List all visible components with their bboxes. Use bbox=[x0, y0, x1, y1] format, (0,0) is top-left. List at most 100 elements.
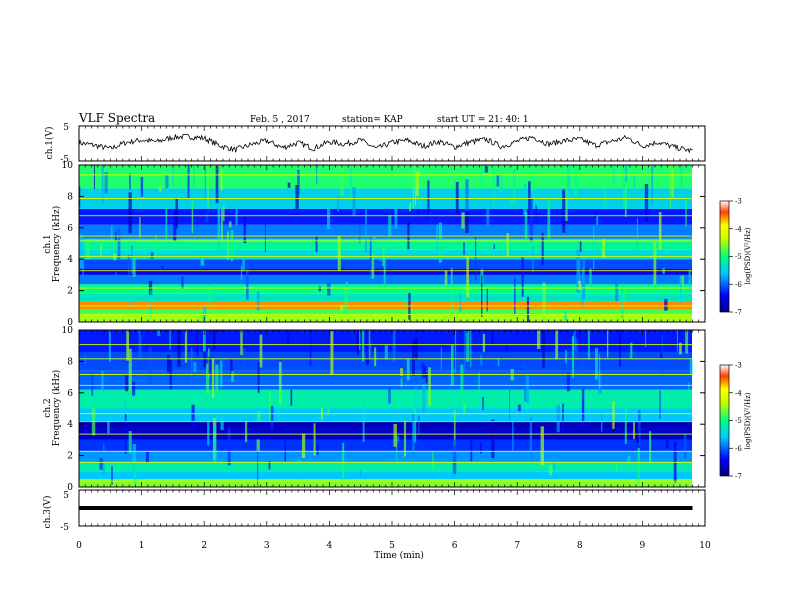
spec-streak bbox=[257, 362, 260, 393]
spec-ytick-label: 2 bbox=[67, 287, 73, 297]
spec-streak bbox=[350, 167, 353, 202]
spec-streak bbox=[464, 330, 466, 372]
spec-streak bbox=[482, 333, 486, 352]
x-tick-label: 0 bbox=[76, 541, 82, 551]
x-tick-label: 2 bbox=[201, 541, 207, 551]
spec-streak bbox=[531, 171, 533, 192]
spec-streak bbox=[371, 253, 375, 279]
spec-streak bbox=[345, 281, 348, 289]
spec-streak bbox=[257, 411, 261, 421]
spec-streak bbox=[653, 242, 657, 285]
x-tick-label: 6 bbox=[452, 541, 458, 551]
spec-streak bbox=[455, 181, 459, 214]
spec-streak bbox=[423, 366, 427, 378]
spec-streak bbox=[240, 265, 243, 280]
spec-streak bbox=[581, 358, 583, 381]
spec-streak bbox=[342, 442, 345, 481]
x-tick-label: 10 bbox=[699, 541, 711, 551]
spec-streak bbox=[564, 189, 568, 222]
spec-streak bbox=[209, 284, 211, 306]
spec-streak bbox=[259, 334, 263, 368]
spec-tone-line bbox=[79, 480, 692, 482]
spec-streak bbox=[370, 342, 372, 353]
spec-streak bbox=[421, 363, 425, 379]
spec-tone-line bbox=[79, 413, 692, 415]
spec-streak bbox=[603, 188, 607, 207]
spec-streak bbox=[444, 270, 448, 286]
spec-streak bbox=[270, 406, 274, 429]
spec-streak bbox=[115, 272, 117, 284]
spec-streak bbox=[212, 358, 215, 398]
spec-streak bbox=[193, 361, 197, 372]
spec-streak bbox=[463, 242, 465, 255]
spec-streak bbox=[615, 463, 617, 470]
spec-streak bbox=[615, 278, 619, 302]
spec-streak bbox=[506, 233, 509, 256]
spec-streak bbox=[414, 338, 418, 361]
spec-ytick-label: 6 bbox=[67, 224, 73, 234]
spec-streak bbox=[134, 462, 137, 484]
spec-streak bbox=[572, 330, 576, 351]
spec-streak bbox=[612, 165, 616, 183]
spec-streak bbox=[246, 265, 249, 300]
spec-tone-line bbox=[79, 358, 692, 360]
spec-streak bbox=[665, 426, 669, 449]
station-label: station= KAP bbox=[342, 115, 403, 125]
spec-streak bbox=[181, 276, 184, 289]
spec-tone-line bbox=[79, 461, 692, 463]
spec-ytick-label: 2 bbox=[67, 452, 73, 462]
spec-streak bbox=[465, 211, 469, 233]
spec-streak bbox=[327, 208, 331, 230]
spec-streak bbox=[412, 165, 415, 208]
colorbar-tick-label: -4 bbox=[735, 389, 742, 397]
spec-streak bbox=[638, 410, 641, 445]
spec-streak bbox=[126, 330, 129, 361]
spec-streak bbox=[316, 443, 319, 455]
spec-streak bbox=[567, 165, 571, 198]
colorbar-tick-label: -5 bbox=[735, 253, 742, 261]
spec-streak bbox=[393, 423, 397, 447]
spec-streak bbox=[205, 213, 209, 222]
spec-streak bbox=[392, 330, 396, 362]
spec-streak bbox=[623, 288, 625, 302]
spec-streak bbox=[297, 459, 301, 473]
spec-streak bbox=[450, 268, 453, 310]
spec-streak bbox=[658, 212, 662, 250]
spec-streak bbox=[528, 181, 531, 219]
spec-ytick-label: 10 bbox=[62, 161, 74, 171]
spec-streak bbox=[284, 437, 287, 462]
spec-tone-line bbox=[79, 198, 692, 199]
spec-streak bbox=[443, 310, 446, 321]
spec-streak bbox=[524, 212, 528, 242]
spec-streak bbox=[493, 167, 495, 209]
spec-streak bbox=[602, 239, 605, 258]
spec-streak bbox=[596, 215, 599, 225]
spec-streak bbox=[287, 182, 291, 188]
spec-streak bbox=[396, 435, 400, 443]
spec-streak bbox=[220, 169, 223, 191]
spec-streak bbox=[191, 201, 194, 234]
ch1-colorbar bbox=[719, 200, 730, 313]
spec-streak bbox=[187, 165, 190, 199]
spec-band bbox=[79, 238, 692, 250]
spec-streak bbox=[582, 259, 586, 300]
spec-streak bbox=[460, 364, 464, 395]
spec-streak bbox=[537, 330, 541, 349]
spec-streak bbox=[676, 330, 678, 352]
ch1-series-line bbox=[78, 133, 693, 154]
spec-streak bbox=[124, 401, 127, 410]
spec-streak bbox=[688, 269, 691, 292]
spec-streak bbox=[542, 330, 545, 368]
spec-streak bbox=[683, 434, 687, 458]
spec-streak bbox=[223, 205, 225, 222]
spec-streak bbox=[475, 237, 477, 281]
spec-streak bbox=[127, 255, 130, 275]
spec-streak bbox=[388, 387, 391, 404]
spec-streak bbox=[532, 247, 534, 273]
ch1-frame bbox=[78, 125, 706, 162]
spec-streak bbox=[173, 211, 177, 241]
spec-streak bbox=[231, 371, 234, 382]
spec-streak bbox=[108, 330, 111, 362]
spec-tone-line bbox=[79, 287, 692, 289]
ch2-colorbar-label: log(PSD)(V²/Hz) bbox=[744, 392, 752, 449]
